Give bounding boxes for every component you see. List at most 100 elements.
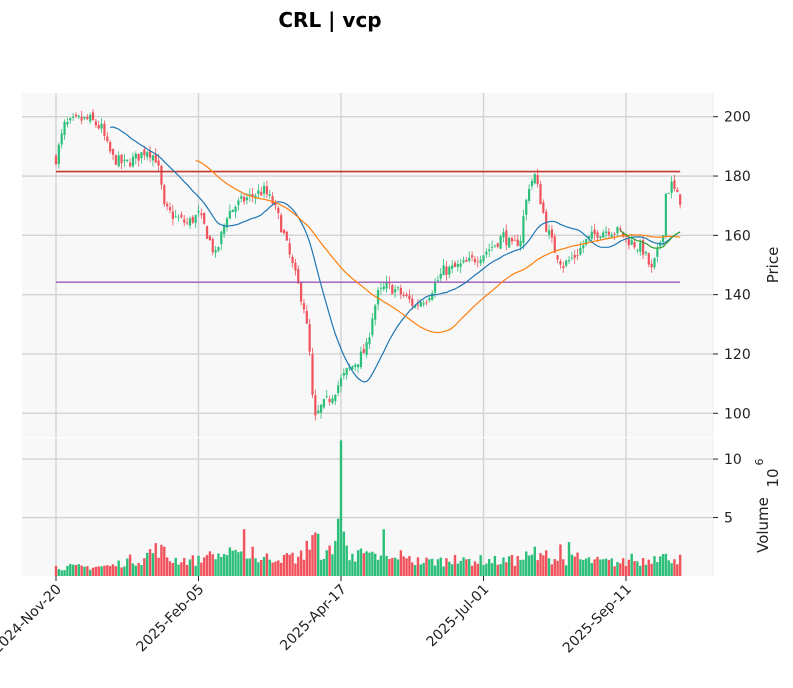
volume-bar [382, 529, 385, 576]
candle-body [508, 237, 511, 248]
volume-bar [405, 558, 408, 576]
candle-body [217, 246, 220, 251]
candle-body [80, 116, 83, 121]
volume-bar [126, 558, 129, 576]
volume-bar [599, 559, 602, 576]
candle-body [94, 121, 97, 126]
candle-body [114, 155, 117, 165]
candle-body [188, 218, 192, 226]
candle-body [305, 311, 308, 324]
candle-body [300, 282, 303, 302]
volume-bar [120, 567, 123, 576]
candle-body [103, 123, 106, 136]
volume-bar [393, 557, 397, 576]
volume-bar [624, 566, 628, 576]
candle-body [525, 199, 528, 215]
candle-body [146, 152, 149, 157]
volume-bar [385, 555, 388, 576]
volume-bar [619, 563, 622, 576]
candle-body [679, 194, 682, 205]
candle-body [374, 305, 377, 320]
volume-bar [257, 562, 260, 576]
candle-body [405, 294, 408, 296]
price-tick-label: 180 [724, 169, 751, 185]
candle-body [490, 246, 494, 248]
volume-bar [376, 559, 380, 576]
volume-bar [114, 566, 118, 576]
candle-body [553, 236, 556, 253]
volume-bar [513, 565, 517, 576]
volume-bar [197, 555, 200, 576]
volume-bar [550, 564, 554, 576]
candle-body [262, 185, 266, 194]
candle-body [220, 231, 223, 245]
candle-body [576, 255, 579, 256]
volume-bar [285, 553, 289, 576]
volume-bar [525, 551, 528, 576]
candle-body [302, 303, 306, 310]
candle-body [260, 191, 263, 196]
candle-body [371, 318, 374, 336]
volume-bar [676, 564, 679, 576]
volume-bar [94, 566, 98, 576]
candle-body [587, 235, 591, 239]
candle-body [348, 367, 351, 369]
candle-body [604, 231, 608, 233]
volume-bar [650, 563, 653, 576]
volume-bar [265, 553, 269, 576]
volume-bar [134, 565, 137, 576]
candle-body [653, 257, 656, 268]
volume-bar [171, 563, 175, 576]
volume-bar [254, 558, 257, 576]
volume-bar [530, 554, 534, 576]
candle-body [294, 262, 297, 271]
moving-average-lines [110, 126, 681, 383]
volume-bar [168, 561, 172, 576]
candle-body [322, 398, 325, 408]
volume-bar [89, 569, 92, 576]
candle-body [639, 242, 642, 252]
volume-bar [559, 544, 562, 576]
candle-body [245, 197, 249, 201]
volume-bar [448, 561, 451, 576]
volume-bar [379, 555, 383, 576]
candle-body [111, 149, 115, 155]
volume-bar [157, 557, 160, 576]
candle-body [485, 251, 488, 255]
volume-bar [274, 561, 277, 576]
volume-bar [602, 559, 605, 576]
candle-body [488, 249, 491, 251]
candle-body [154, 154, 157, 163]
volume-bar [479, 555, 482, 576]
candle-body [565, 260, 568, 266]
volume-bar [371, 551, 374, 576]
volume-bar [188, 559, 192, 576]
candle-body [359, 351, 363, 368]
volume-bar [476, 563, 479, 576]
candle-body [231, 209, 234, 213]
volume-bar [63, 570, 66, 576]
volume-bar [245, 558, 249, 576]
candle-body [661, 235, 665, 243]
volume-bar [533, 546, 536, 576]
volume-bar [368, 552, 371, 576]
candle-body [257, 190, 260, 195]
volume-bar [653, 556, 656, 576]
price-tick-label: 120 [724, 347, 751, 363]
volume-bar [71, 564, 75, 576]
volume-bar [277, 560, 280, 576]
candle-body [624, 235, 628, 237]
volume-bar [641, 558, 645, 576]
candle-body [271, 196, 274, 204]
candle-body [288, 243, 291, 255]
volume-bar [208, 551, 212, 576]
candle-body [530, 180, 534, 187]
volume-bar [564, 565, 568, 576]
candle-body [593, 229, 596, 235]
candle-body [442, 265, 445, 276]
volume-bar [636, 561, 639, 576]
candle-body [91, 112, 95, 120]
volume-bar [644, 564, 648, 576]
candle-body [468, 257, 471, 261]
candle-body [445, 266, 448, 275]
